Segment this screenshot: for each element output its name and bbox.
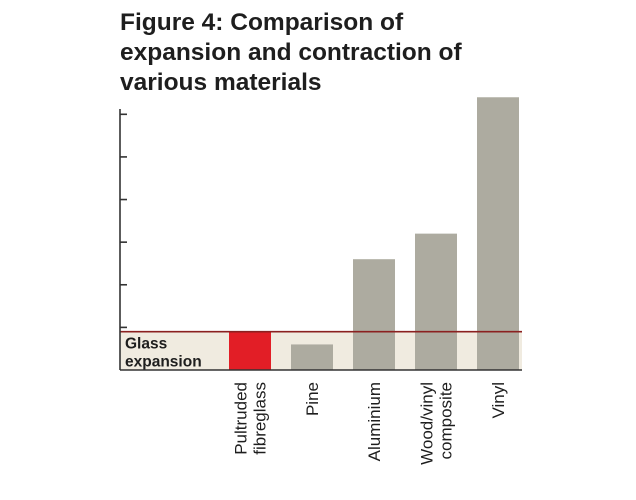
chart-title: Figure 4: Comparison of expansion and co… [120,9,462,96]
x-tick-label-wood-vinyl-composite: Wood/vinylcomposite [418,382,456,465]
bar-pultruded-fibreglass [229,331,271,370]
x-tick-label-pultruded-fibreglass: Pultrudedfibreglass [232,382,270,455]
glass-expansion-label: Glass expansion [125,336,202,371]
bar-wood-vinyl-composite [415,233,457,370]
bar-vinyl [477,97,519,370]
x-tick-label-aluminium: Aluminium [365,382,384,461]
x-tick-label-vinyl: Vinyl [489,382,508,419]
bar-aluminium [353,259,395,370]
bar-pine [291,344,333,370]
x-tick-label-pine: Pine [303,382,322,416]
